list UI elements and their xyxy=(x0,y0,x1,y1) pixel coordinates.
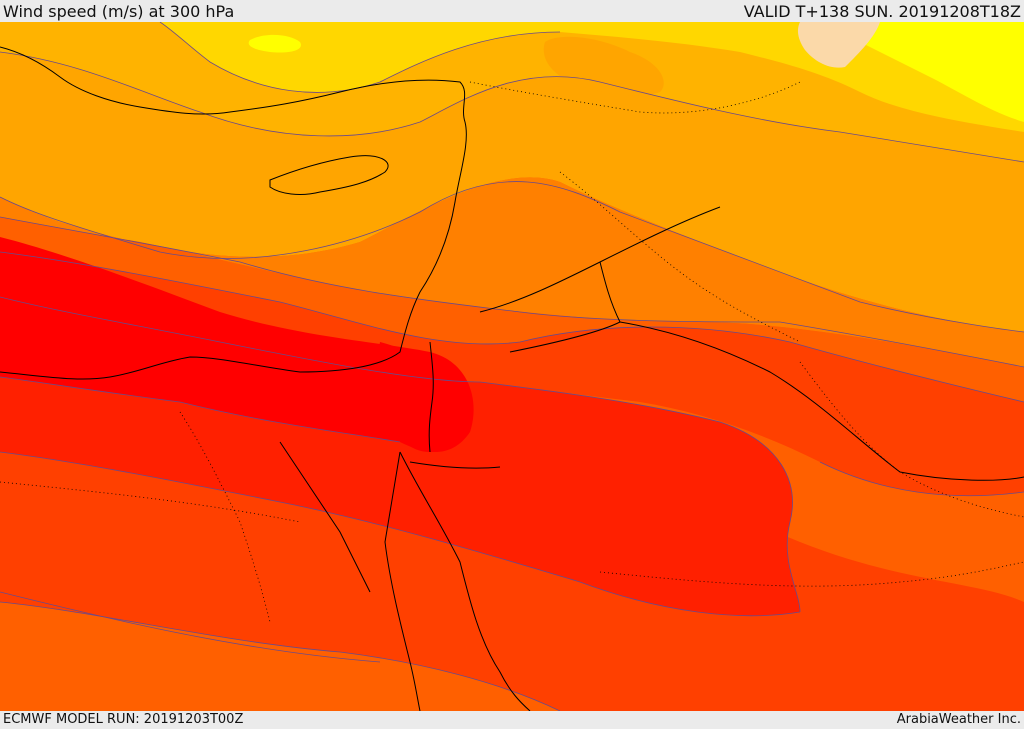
wind-band-yellow-east xyxy=(820,22,1024,122)
coastlines xyxy=(0,46,531,711)
header-bar: Wind speed (m/s) at 300 hPa VALID T+138 … xyxy=(0,0,1024,22)
wind-band-orange-patch xyxy=(543,36,664,96)
map-title: Wind speed (m/s) at 300 hPa xyxy=(3,2,235,21)
wind-band-dark-orange xyxy=(0,177,1024,367)
contour-lines xyxy=(0,22,1024,711)
solid-borders xyxy=(409,206,1024,481)
model-run: ECMWF MODEL RUN: 20191203T00Z xyxy=(3,712,244,727)
wind-band-core xyxy=(0,237,474,452)
wind-band-core-lobe xyxy=(378,342,471,452)
wind-band-pale xyxy=(797,22,880,68)
political-borders xyxy=(0,81,1024,623)
wind-band-red-orange-east xyxy=(0,252,1024,496)
map-canvas xyxy=(0,22,1024,711)
credit: ArabiaWeather Inc. xyxy=(896,712,1021,727)
valid-time: VALID T+138 SUN. 20191208T18Z xyxy=(743,2,1021,21)
wind-speed-map[interactable] xyxy=(0,22,1024,711)
wind-band-yellow-west xyxy=(248,34,301,53)
footer-bar: ECMWF MODEL RUN: 20191203T00Z ArabiaWeat… xyxy=(0,711,1024,729)
